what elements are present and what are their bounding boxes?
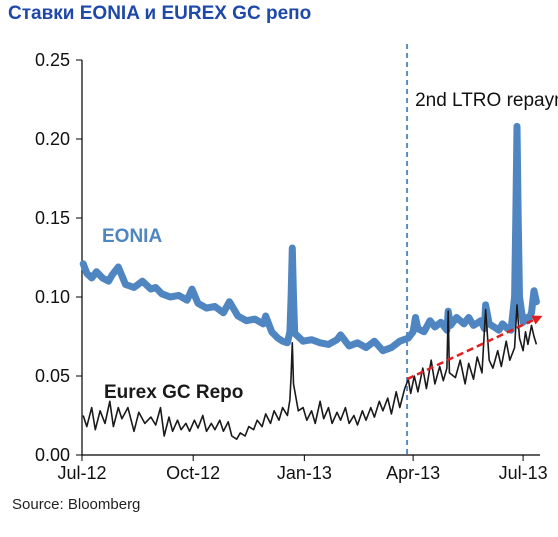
y-tick-label: 0.25 <box>35 50 70 70</box>
eonia-line <box>79 122 540 355</box>
x-tick-label: Jul-12 <box>57 463 106 483</box>
y-tick-label: 0.05 <box>35 366 70 386</box>
x-tick-label: Jul-13 <box>499 463 548 483</box>
eonia-label: EONIA <box>102 226 162 247</box>
eurex-gc-repo-line <box>82 304 538 440</box>
x-tick-label: Jan-13 <box>277 463 332 483</box>
annotations: 2nd LTRO repayment <box>406 44 558 455</box>
source-note: Source: Bloomberg <box>12 496 141 513</box>
series-layer <box>79 122 543 440</box>
labels: EONIA Eurex GC Repo <box>102 226 243 403</box>
chart-title: Ставки EONIA и EUREX GC репо <box>8 3 312 24</box>
eurex-gc-repo-label: Eurex GC Repo <box>104 382 243 403</box>
x-tick-label: Apr-13 <box>386 463 440 483</box>
y-tick-label: 0.20 <box>35 129 70 149</box>
axes: 0.00 0.05 0.10 0.15 0.20 0.25 Jul-12 Oct-12 Jan-… <box>35 50 548 483</box>
y-tick-label: 0.15 <box>35 208 70 228</box>
x-tick-label: Oct-12 <box>166 463 220 483</box>
y-tick-label: 0.10 <box>35 287 70 307</box>
ltro-annotation: 2nd LTRO repayment <box>415 90 558 111</box>
trend-arrow <box>406 315 543 381</box>
y-tick-label: 0.00 <box>35 445 70 465</box>
